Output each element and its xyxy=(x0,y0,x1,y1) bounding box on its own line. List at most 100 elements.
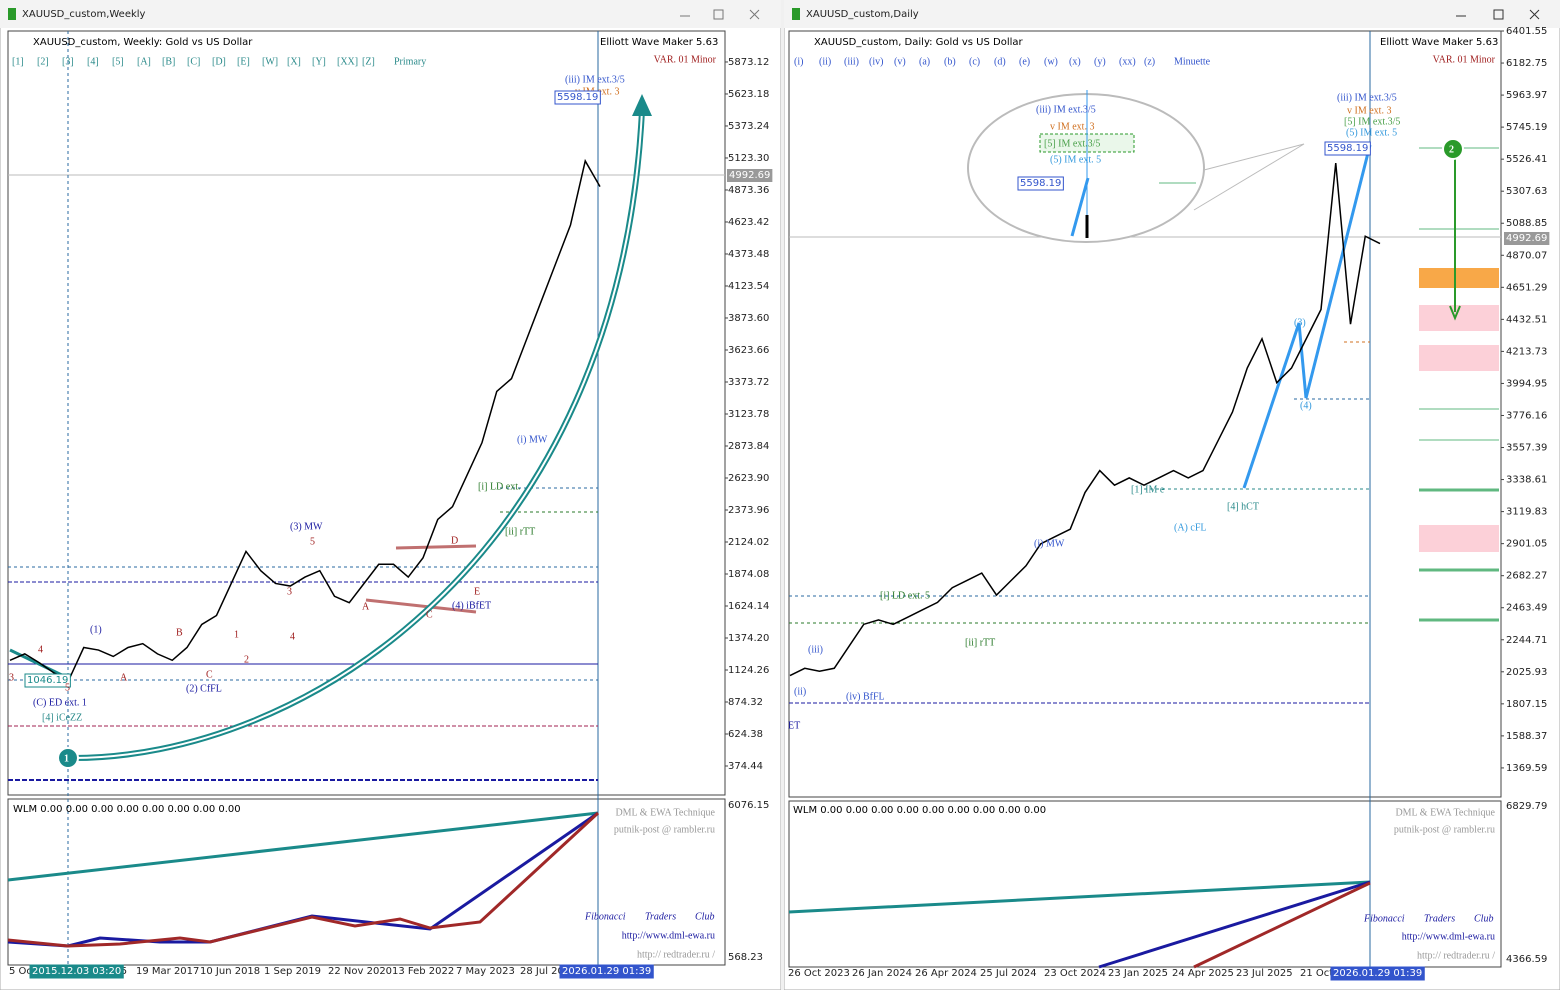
wave-label: 3 xyxy=(287,586,292,597)
y-tick-label: 3123.78 xyxy=(728,409,769,420)
degree-button[interactable]: (b) xyxy=(944,56,956,67)
degree-button[interactable]: [3] xyxy=(62,56,74,67)
degree-button[interactable]: (v) xyxy=(894,56,906,67)
wave-label: (4) iBfET xyxy=(452,600,491,611)
degree-button[interactable]: [5] xyxy=(112,56,124,67)
degree-button[interactable]: [X] xyxy=(287,56,301,67)
degree-button[interactable]: [W] xyxy=(262,56,278,67)
wave-label: (5) IM ext. 5 xyxy=(1050,154,1101,165)
value-box: 1046.19 xyxy=(27,675,68,686)
degree-button[interactable]: [2] xyxy=(37,56,49,67)
chart-header: XAUUSD_custom, Weekly: Gold vs US Dollar xyxy=(33,37,253,48)
window-title: XAUUSD_custom,Daily xyxy=(806,9,919,20)
degree-button[interactable]: [Z] xyxy=(362,56,375,67)
y-tick-label: 3776.16 xyxy=(1506,410,1547,421)
degree-button[interactable]: (x) xyxy=(1069,56,1081,67)
price-tag-box xyxy=(727,169,773,182)
y-tick-label: 1874.08 xyxy=(728,569,769,580)
credit: DML & EWA Technique xyxy=(1395,807,1495,818)
y-tick-label: 4873.36 xyxy=(728,185,769,196)
time-tag: 2026.01.29 01:39 xyxy=(1333,968,1422,979)
degree-button[interactable]: (z) xyxy=(1144,56,1155,67)
window-controls[interactable] xyxy=(1456,9,1540,20)
credit: Club xyxy=(1474,913,1493,924)
degree-button[interactable]: (a) xyxy=(919,56,930,67)
y-tick-label: 3119.83 xyxy=(1506,507,1547,518)
credit: http:// redtrader.ru / xyxy=(637,949,715,960)
wave-label: (ii) xyxy=(794,686,806,697)
price-tag: 4992.69 xyxy=(1506,233,1547,244)
value-box: 5598.19 xyxy=(1327,143,1368,154)
degree-button[interactable]: (w) xyxy=(1044,56,1058,67)
time-tag-box xyxy=(559,964,654,979)
y-tick-label: 4123.54 xyxy=(728,281,769,292)
y-tick-label: 5873.12 xyxy=(728,57,769,68)
y-tick-label: 6401.55 xyxy=(1506,26,1547,37)
credit: Fibonacci xyxy=(584,911,626,922)
degree-button[interactable]: (iii) xyxy=(844,56,859,67)
y-tick-label: 3557.39 xyxy=(1506,443,1547,454)
degree-button[interactable]: [B] xyxy=(162,56,175,67)
wave-label: (5) IM ext. 5 xyxy=(1346,127,1397,138)
plot-frame xyxy=(7,30,726,796)
time-tag-box xyxy=(1330,966,1425,981)
wave-label: (iii) xyxy=(808,644,823,655)
window-title: XAUUSD_custom,Weekly xyxy=(22,9,146,20)
indicator-label: WLM 0.00 0.00 0.00 0.00 0.00 0.00 0.00 0… xyxy=(13,804,241,815)
y-tick-label: 5088.85 xyxy=(1506,218,1547,229)
levels xyxy=(8,31,725,965)
degree-button[interactable]: [Y] xyxy=(312,56,326,67)
y-tick-label: 4432.51 xyxy=(1506,314,1547,325)
degree-button[interactable]: [4] xyxy=(87,56,99,67)
wave-label: [i] LD ext. xyxy=(478,481,521,492)
wave-label: v IM ext. 3 xyxy=(1347,105,1391,116)
degree-button[interactable]: [1] xyxy=(12,56,24,67)
indicator-tick: 6076.15 xyxy=(728,800,769,811)
window-controls[interactable] xyxy=(680,9,760,20)
y-tick-label: 5373.24 xyxy=(728,121,769,132)
y-tick-label: 2124.02 xyxy=(728,537,769,548)
y-tick-label: 5623.18 xyxy=(728,89,769,100)
degree-button[interactable]: (e) xyxy=(1019,56,1030,67)
degree-button[interactable]: (iv) xyxy=(869,56,883,67)
window-frame xyxy=(0,0,781,990)
wave-label: C xyxy=(426,609,433,620)
x-tick-label: 22 Nov 2020 xyxy=(328,966,392,977)
y-tick-label: 1374.20 xyxy=(728,633,769,644)
wave-label: D xyxy=(451,535,458,546)
degree-button[interactable]: (i) xyxy=(794,56,803,67)
wave-label: C xyxy=(206,669,213,680)
y-tick-label: 5745.19 xyxy=(1506,122,1547,133)
degree-button[interactable]: [E] xyxy=(237,56,250,67)
credit: Club xyxy=(695,911,714,922)
degree-button[interactable]: [C] xyxy=(187,56,200,67)
indicator-tick: 4366.59 xyxy=(1506,954,1547,965)
wave-label: [5] IM ext.3/5 xyxy=(1344,116,1400,127)
wave-label: ET xyxy=(788,720,800,731)
degree-button[interactable]: [D] xyxy=(212,56,226,67)
degree-button[interactable]: [A] xyxy=(137,56,151,67)
degree-button[interactable]: (xx) xyxy=(1119,56,1136,67)
y-tick-label: 4651.29 xyxy=(1506,282,1547,293)
wave-label: B xyxy=(176,627,183,638)
wave-label: [ii] rTT xyxy=(965,637,995,648)
price-tag-box xyxy=(1504,232,1550,245)
x-tick-label: 13 Feb 2022 xyxy=(392,966,454,977)
degree-button[interactable]: (c) xyxy=(969,56,980,67)
time-tag: 2015.12.03 03:20 xyxy=(32,966,121,977)
degree-button[interactable]: [XX] xyxy=(337,56,358,67)
y-tick-label: 624.38 xyxy=(728,729,763,740)
plot-frame xyxy=(788,30,1502,798)
credit: putnik-post @ rambler.ru xyxy=(614,824,715,835)
credit: Traders xyxy=(1424,913,1455,924)
y-tick-label: 1124.26 xyxy=(728,665,769,676)
degree-button[interactable]: (y) xyxy=(1094,56,1106,67)
degree-button[interactable]: (d) xyxy=(994,56,1006,67)
indicator-lines xyxy=(7,811,600,948)
x-tick-label: 26 Apr 2024 xyxy=(915,968,977,979)
wave-label: (2) CfFL xyxy=(186,683,222,694)
degree-button[interactable]: (ii) xyxy=(819,56,831,67)
y-tick-label: 2025.93 xyxy=(1506,667,1547,678)
wave-label: [i] LD ext. 5 xyxy=(880,590,930,601)
wave-label: [1] IM e xyxy=(1131,484,1165,495)
